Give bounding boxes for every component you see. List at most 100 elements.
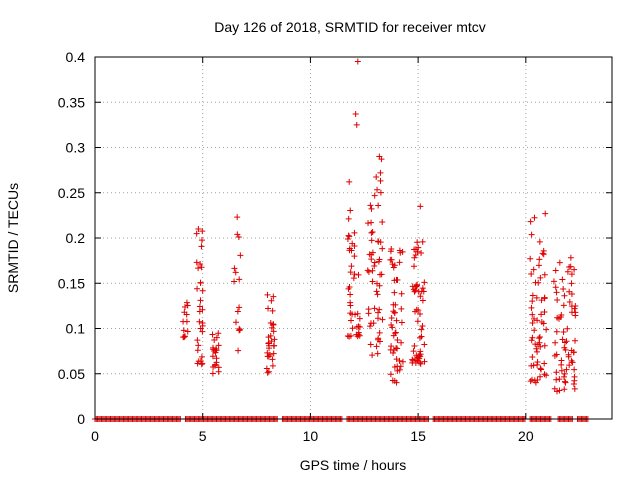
y-tick-label: 0.2 — [66, 230, 86, 246]
data-point — [183, 299, 190, 306]
data-point — [417, 203, 424, 210]
data-point — [346, 333, 353, 340]
data-point — [376, 306, 383, 313]
data-point — [375, 336, 382, 343]
data-point — [528, 271, 535, 278]
data-point — [396, 259, 403, 266]
data-point — [393, 379, 400, 386]
data-point — [365, 306, 372, 313]
data-point — [209, 370, 216, 377]
x-tick-label: 20 — [518, 428, 534, 444]
data-point — [568, 309, 575, 316]
data-point — [571, 305, 578, 312]
y-tick-label: 0.1 — [66, 321, 86, 337]
data-point — [369, 278, 376, 285]
data-point — [388, 314, 395, 321]
data-point — [387, 346, 394, 353]
data-point — [198, 361, 205, 368]
data-point — [417, 360, 424, 367]
data-point — [232, 269, 239, 276]
data-point — [414, 239, 421, 246]
data-point — [370, 320, 377, 327]
data-point — [345, 285, 352, 292]
data-point — [567, 263, 574, 270]
data-point — [409, 357, 416, 364]
data-point — [531, 327, 538, 334]
data-point — [234, 214, 241, 221]
data-point — [419, 285, 426, 292]
data-point — [566, 298, 573, 305]
data-point — [376, 329, 383, 336]
data-point — [211, 337, 218, 344]
data-point — [195, 342, 202, 349]
data-point — [231, 278, 238, 285]
data-point — [265, 305, 272, 312]
data-point — [556, 376, 563, 383]
data-point — [537, 274, 544, 281]
y-tick-label: 0.3 — [66, 140, 86, 156]
data-point — [355, 271, 362, 278]
data-point — [374, 350, 381, 357]
data-point — [529, 354, 536, 361]
data-point — [376, 282, 383, 289]
data-point — [563, 366, 570, 373]
y-tick-label: 0.05 — [58, 366, 85, 382]
data-point — [553, 289, 560, 296]
data-point — [368, 237, 375, 244]
data-point — [553, 376, 560, 383]
data-point — [354, 310, 361, 317]
data-point — [350, 275, 357, 282]
data-point — [421, 341, 428, 348]
data-point — [413, 282, 420, 289]
data-point — [538, 319, 545, 326]
data-point — [371, 259, 378, 266]
data-point — [374, 291, 381, 298]
data-point — [368, 219, 375, 226]
data-point — [409, 283, 416, 290]
data-point — [390, 308, 397, 315]
data-point — [527, 218, 534, 225]
data-point — [235, 347, 242, 354]
data-point — [367, 341, 374, 348]
data-point — [371, 305, 378, 312]
data-point — [411, 343, 418, 350]
data-point — [212, 349, 219, 356]
data-point — [566, 362, 573, 369]
data-point — [419, 297, 426, 304]
data-point — [193, 230, 200, 237]
data-point — [534, 376, 541, 383]
x-tick-label: 0 — [91, 428, 99, 444]
grid — [95, 57, 612, 419]
chart-title: Day 126 of 2018, SRMTID for receiver mtc… — [214, 19, 486, 35]
data-point — [193, 259, 200, 266]
data-point — [535, 341, 542, 348]
data-point — [233, 319, 240, 326]
y-tick-label: 0.35 — [58, 94, 85, 110]
data-point — [344, 236, 351, 243]
data-point — [344, 332, 351, 339]
data-point — [536, 333, 543, 340]
data-point — [374, 186, 381, 193]
data-point — [542, 210, 549, 217]
data-point — [379, 316, 386, 323]
data-point — [570, 349, 577, 356]
data-point — [571, 385, 578, 392]
data-point — [271, 336, 278, 343]
data-point — [541, 271, 548, 278]
data-point — [195, 225, 202, 232]
data-point — [268, 297, 275, 304]
data-point — [559, 276, 566, 283]
x-tick-label: 10 — [303, 428, 319, 444]
data-point — [552, 284, 559, 291]
data-point — [379, 245, 386, 252]
x-tick-label: 15 — [410, 428, 426, 444]
data-point — [267, 351, 274, 358]
data-point — [392, 330, 399, 337]
data-point — [369, 352, 376, 359]
data-point — [534, 361, 541, 368]
data-point — [556, 259, 563, 266]
data-point — [569, 359, 576, 366]
data-point — [356, 332, 363, 339]
data-point — [184, 302, 191, 309]
data-point — [196, 318, 203, 325]
